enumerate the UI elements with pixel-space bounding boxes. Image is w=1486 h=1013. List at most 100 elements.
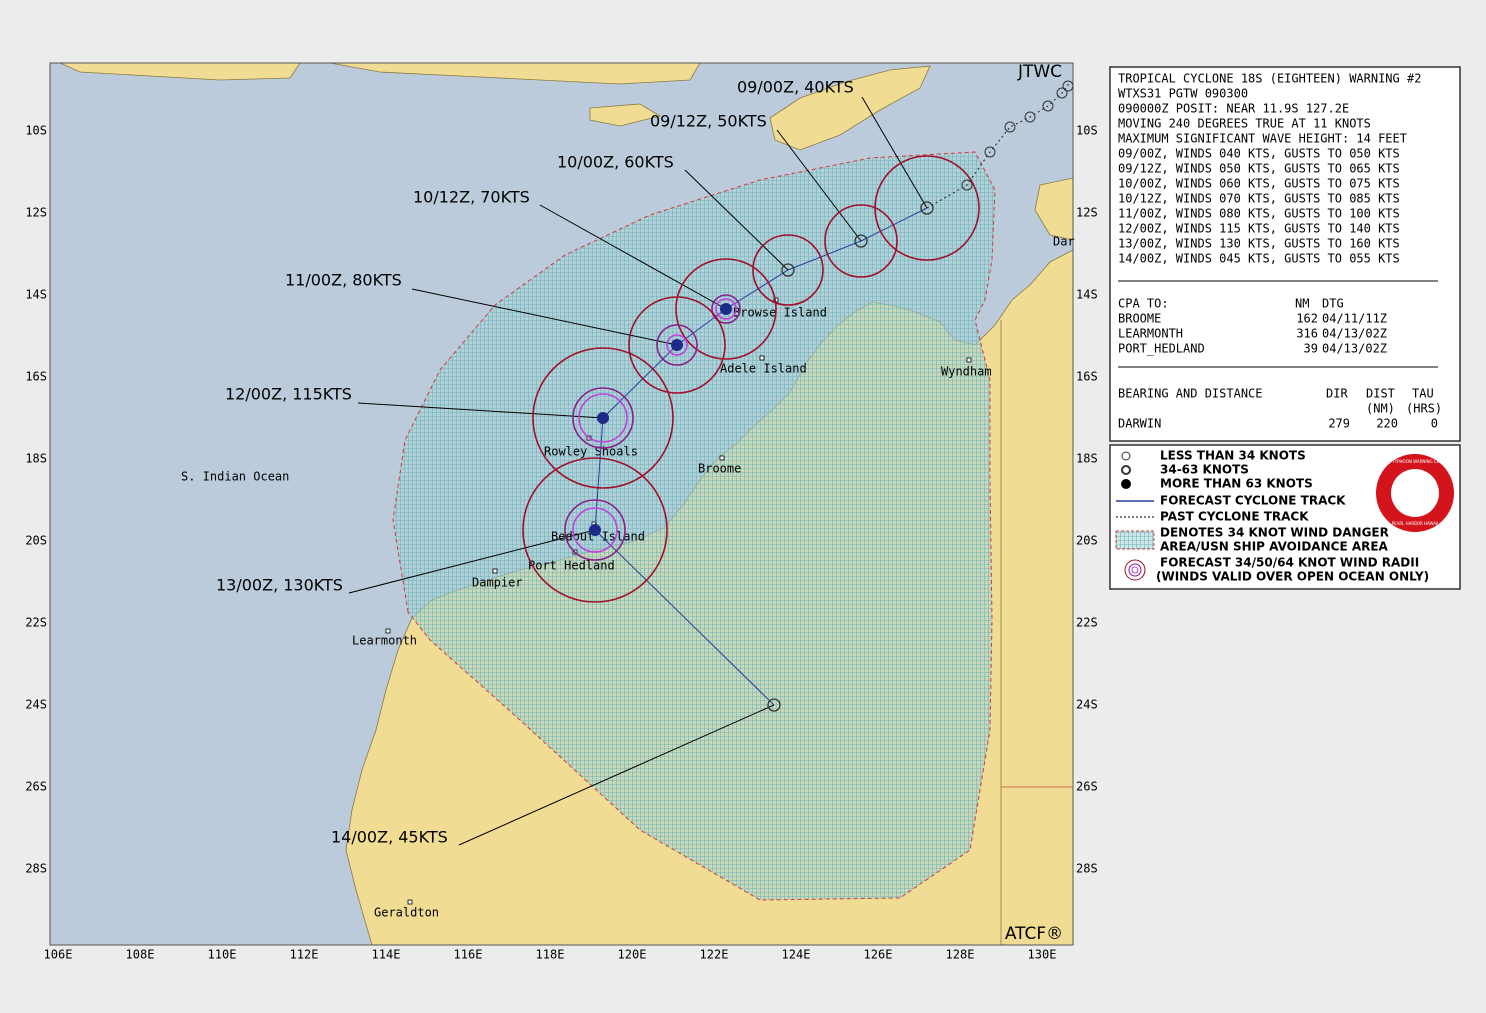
bearing-header: DIR <box>1326 387 1348 401</box>
bearing-cell: 279 <box>1328 417 1350 431</box>
place-label: Geraldton <box>374 906 439 920</box>
place-marker <box>407 899 413 905</box>
place-label: Port Hedland <box>528 559 615 573</box>
wind-radius-64 <box>578 393 628 443</box>
warning-line: 090000Z POSIT: NEAR 11.9S 127.2E <box>1118 102 1349 116</box>
wind-radius-64 <box>572 507 618 553</box>
legend-label: 34-63 KNOTS <box>1160 463 1249 477</box>
bearing-cell: 220 <box>1376 417 1398 431</box>
legend-label: LESS THAN 34 KNOTS <box>1160 449 1306 463</box>
wind-radius-34 <box>628 296 726 394</box>
forecast-label: 10/00Z, 60KTS <box>557 153 674 172</box>
lat-label: 28S <box>1076 862 1098 876</box>
lon-label: 120E <box>618 948 647 962</box>
wind-radius-50 <box>711 294 741 324</box>
lat-label: 18S <box>1076 452 1098 466</box>
map-layers <box>59 63 1073 945</box>
bearing-header: DIST <box>1366 387 1395 401</box>
place-label: Browse Island <box>733 306 827 320</box>
place-label: Adele Island <box>720 362 807 376</box>
lat-label: 14S <box>1076 288 1098 302</box>
cpa-cell: PORT_HEDLAND <box>1118 342 1205 356</box>
cpa-cell: 04/13/02Z <box>1322 342 1387 356</box>
forecast-label: 11/00Z, 80KTS <box>285 271 402 290</box>
legend-label: (WINDS VALID OVER OPEN OCEAN ONLY) <box>1156 570 1429 584</box>
storm-symbol <box>781 263 795 277</box>
warning-line: 10/12Z, WINDS 070 KTS, GUSTS TO 085 KTS <box>1118 192 1400 206</box>
storm-symbol <box>720 303 732 315</box>
place-marker <box>492 568 498 574</box>
bearing-cell: DARWIN <box>1118 417 1161 431</box>
lat-label: 12S <box>1076 206 1098 220</box>
lat-label: 22S <box>1076 616 1098 630</box>
storm-symbol <box>671 339 683 351</box>
lon-label: 108E <box>126 948 155 962</box>
footer-label: ATCF® <box>1005 924 1063 944</box>
past-position <box>961 179 973 191</box>
cpa-cell: 04/11/11Z <box>1322 312 1387 326</box>
place-label: Dar <box>1053 235 1075 249</box>
storm-symbol <box>589 524 601 536</box>
logo-text: PEARL HARBOR HAWAII <box>1392 521 1439 526</box>
lon-label: 118E <box>536 948 565 962</box>
storm-symbol <box>597 412 609 424</box>
wind-radius-34 <box>752 234 824 306</box>
warning-line: WTXS31 PGTW 090300 <box>1118 87 1248 101</box>
wind-radius-34 <box>675 258 777 360</box>
warning-line: TROPICAL CYCLONE 18S (EIGHTEEN) WARNING … <box>1118 72 1421 86</box>
warning-line: 09/12Z, WINDS 050 KTS, GUSTS TO 065 KTS <box>1118 162 1400 176</box>
lat-label: 14S <box>25 288 47 302</box>
wind-radius-50 <box>564 499 626 561</box>
bearing-header: TAU <box>1412 387 1434 401</box>
place-label: Dampier <box>472 576 523 590</box>
cpa-cell: LEARMONTH <box>1118 327 1183 341</box>
lon-label: 112E <box>290 948 319 962</box>
forecast-label: 12/00Z, 115KTS <box>225 385 352 404</box>
lat-label: 10S <box>25 124 47 138</box>
legend-icon <box>1121 479 1131 489</box>
past-position <box>1062 80 1074 92</box>
agency-label: JTWC <box>1017 62 1062 82</box>
bearing-cell: 0 <box>1431 417 1438 431</box>
lat-label: 26S <box>25 780 47 794</box>
warning-line: 13/00Z, WINDS 130 KTS, GUSTS TO 160 KTS <box>1118 237 1400 251</box>
place-marker <box>759 355 765 361</box>
lon-label: 126E <box>864 948 893 962</box>
cpa-header: DTG <box>1322 297 1344 311</box>
legend-label: PAST CYCLONE TRACK <box>1160 510 1309 524</box>
place-marker <box>719 455 725 461</box>
cpa-header: NM <box>1295 297 1309 311</box>
storm-symbol <box>767 698 781 712</box>
leader-line <box>861 96 928 209</box>
cpa-cell: 316 <box>1296 327 1318 341</box>
cpa-header: CPA TO: <box>1118 297 1169 311</box>
warning-line: 11/00Z, WINDS 080 KTS, GUSTS TO 100 KTS <box>1118 207 1400 221</box>
lon-label: 128E <box>946 948 975 962</box>
bearing-unit: (HRS) <box>1406 402 1442 416</box>
map-frame <box>49 62 1074 946</box>
lon-label: 124E <box>782 948 811 962</box>
place-label: Learmonth <box>352 634 417 648</box>
forecast-label: 10/12Z, 70KTS <box>413 188 530 207</box>
wind-radius-64 <box>715 298 737 320</box>
legend-icon <box>1121 465 1131 475</box>
storm-symbol <box>854 234 868 248</box>
wind-radius-64 <box>666 334 688 356</box>
lat-label: 18S <box>25 452 47 466</box>
timor-land <box>769 65 931 151</box>
place-label: Broome <box>698 462 741 476</box>
forecast-label: 09/12Z, 50KTS <box>650 112 767 131</box>
lat-label: 26S <box>1076 780 1098 794</box>
place-marker <box>966 357 972 363</box>
logo-inner <box>1391 469 1439 517</box>
leader-line <box>357 402 604 419</box>
lat-label: 10S <box>1076 124 1098 138</box>
wind-radius-34 <box>522 457 668 603</box>
lat-label: 20S <box>1076 534 1098 548</box>
cpa-cell: BROOME <box>1118 312 1161 326</box>
legend-label: FORECAST 34/50/64 KNOT WIND RADII <box>1160 556 1419 570</box>
lon-label: 116E <box>454 948 483 962</box>
leader-line <box>539 204 727 310</box>
